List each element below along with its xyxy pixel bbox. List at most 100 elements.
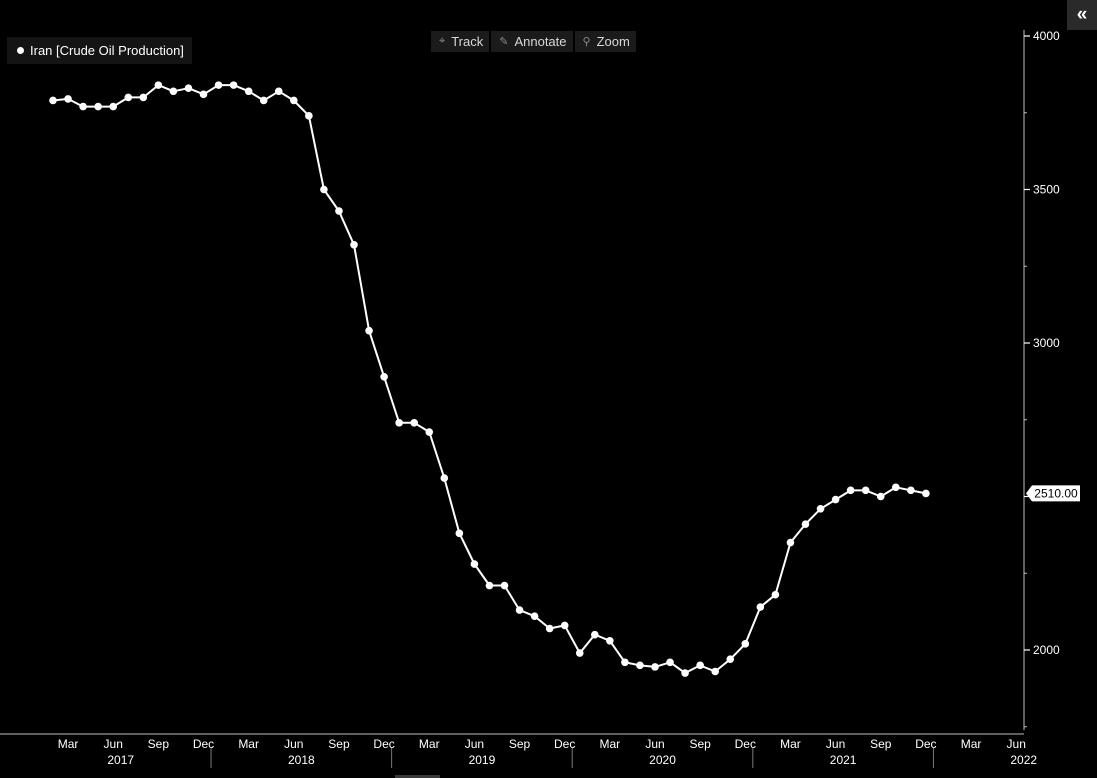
- data-point: [169, 87, 178, 96]
- data-point: [831, 495, 840, 504]
- data-point: [305, 112, 313, 120]
- data-point: [440, 474, 449, 482]
- x-year-label: 2020: [649, 753, 676, 767]
- annotate-label: Annotate: [514, 34, 567, 49]
- data-point: [621, 658, 629, 667]
- magnifier-icon: ⚲: [582, 36, 591, 48]
- last-value-label: 2510.00: [1034, 486, 1078, 500]
- data-point: [636, 661, 644, 670]
- data-point: [515, 606, 524, 614]
- x-year-label: 2021: [830, 753, 857, 767]
- crosshair-icon: ⌖: [439, 35, 446, 47]
- x-month-label: Sep: [689, 737, 711, 751]
- data-point: [591, 630, 599, 639]
- x-month-label: Mar: [238, 737, 259, 751]
- x-month-label: Sep: [328, 737, 350, 751]
- data-point: [560, 621, 569, 630]
- data-point: [410, 419, 419, 427]
- x-month-label: Jun: [1007, 737, 1026, 751]
- data-point: [741, 640, 750, 648]
- data-point: [124, 93, 133, 102]
- x-month-label: Mar: [419, 737, 440, 751]
- data-point: [109, 102, 117, 111]
- x-month-label: Mar: [600, 737, 621, 751]
- data-point: [49, 96, 57, 105]
- data-point: [455, 529, 464, 538]
- data-point: [335, 207, 343, 215]
- data-point: [545, 624, 554, 633]
- x-month-label: Mar: [780, 737, 801, 751]
- track-button[interactable]: ⌖ Track: [431, 31, 490, 52]
- x-month-label: Sep: [148, 737, 170, 751]
- data-point: [846, 486, 855, 495]
- data-point: [470, 560, 479, 568]
- track-label: Track: [451, 34, 484, 49]
- collapse-panel-button[interactable]: «: [1067, 0, 1097, 30]
- y-tick-label: 3000: [1033, 336, 1060, 350]
- x-year-label: 2022: [1010, 753, 1037, 767]
- x-month-label: Dec: [915, 737, 936, 751]
- x-month-label: Dec: [193, 737, 214, 751]
- x-month-label: Sep: [870, 737, 892, 751]
- annotate-button[interactable]: ✎ Annotate: [491, 31, 573, 52]
- x-month-label: Jun: [645, 737, 664, 751]
- last-value-badge: [1026, 485, 1080, 502]
- data-point: [786, 538, 795, 547]
- y-tick-label: 4000: [1033, 29, 1060, 43]
- x-month-label: Jun: [826, 737, 845, 751]
- data-point: [154, 81, 163, 89]
- data-point: [274, 87, 283, 96]
- data-point: [651, 663, 659, 671]
- data-point: [94, 102, 102, 111]
- data-point: [876, 492, 885, 501]
- data-point: [395, 419, 403, 427]
- horizontal-scrollbar[interactable]: [395, 775, 440, 778]
- x-month-label: Jun: [104, 737, 123, 751]
- data-point: [575, 649, 584, 657]
- chart-legend[interactable]: Iran [Crude Oil Production]: [7, 37, 192, 64]
- data-point: [199, 90, 208, 99]
- data-point: [320, 185, 328, 194]
- x-month-label: Jun: [284, 737, 303, 751]
- x-month-label: Dec: [735, 737, 756, 751]
- data-point: [244, 87, 253, 96]
- data-point: [380, 372, 388, 381]
- zoom-label: Zoom: [596, 34, 630, 49]
- data-point: [229, 81, 238, 89]
- data-point: [530, 612, 539, 621]
- data-point: [816, 504, 825, 513]
- data-point: [425, 428, 434, 436]
- data-point: [79, 102, 87, 111]
- data-point: [726, 655, 735, 664]
- data-point: [696, 661, 704, 670]
- data-point: [771, 590, 780, 599]
- pencil-icon: ✎: [499, 36, 509, 48]
- data-point: [861, 486, 870, 495]
- chart-toolbar: ⌖ Track ✎ Annotate ⚲ Zoom: [431, 31, 636, 52]
- x-month-label: Dec: [554, 737, 575, 751]
- y-tick-label: 2000: [1033, 643, 1060, 657]
- data-point: [485, 581, 494, 590]
- data-point: [756, 603, 765, 611]
- x-month-label: Mar: [58, 737, 79, 751]
- data-point: [214, 81, 223, 89]
- data-point: [711, 667, 719, 676]
- last-value-callout: 2510.00: [1026, 485, 1080, 502]
- x-month-label: Jun: [465, 737, 484, 751]
- data-point: [907, 486, 915, 495]
- x-month-label: Sep: [509, 737, 531, 751]
- data-point: [64, 95, 72, 103]
- data-point: [681, 669, 689, 677]
- double-chevron-left-icon: «: [1076, 4, 1088, 25]
- data-point: [801, 520, 810, 528]
- x-month-label: Dec: [373, 737, 394, 751]
- x-year-label: 2017: [107, 753, 134, 767]
- y-tick-label: 3500: [1033, 183, 1060, 197]
- data-point: [290, 96, 298, 105]
- zoom-button[interactable]: ⚲ Zoom: [574, 31, 636, 52]
- data-point: [365, 326, 373, 335]
- data-point: [922, 489, 930, 498]
- x-year-label: 2019: [469, 753, 496, 767]
- data-point: [606, 636, 614, 645]
- data-point: [892, 483, 900, 492]
